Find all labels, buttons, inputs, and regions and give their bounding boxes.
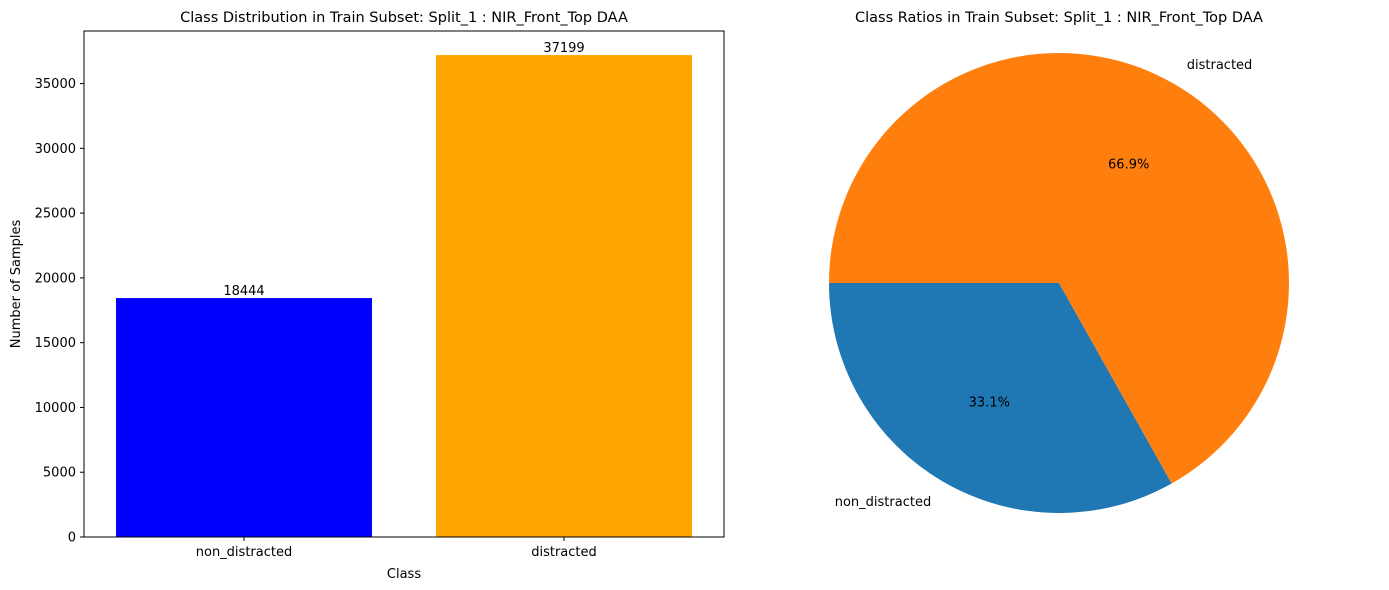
pie-labels: non_distracted 33.1% distracted 66.9% (835, 58, 1253, 510)
bar-non_distracted (116, 298, 372, 537)
pie-slice-label: non_distracted (835, 495, 931, 510)
plot-frame (83, 30, 725, 538)
bar-marks (116, 55, 692, 537)
bar-data-label: 18444 (223, 284, 264, 299)
x-axis-ticks: non_distracted distracted (196, 537, 597, 560)
y-tick-label: 25000 (35, 207, 76, 222)
bar-distracted (436, 55, 692, 537)
y-tick-label: 30000 (35, 142, 76, 157)
y-tick-label: 20000 (35, 271, 76, 286)
x-tick-label: distracted (531, 545, 597, 560)
pie-slice-label: distracted (1187, 58, 1253, 73)
y-tick-label: 0 (68, 531, 76, 546)
pie-slices (829, 52, 1289, 513)
bar-data-label: 37199 (543, 41, 584, 56)
pie-slice-non_distracted (829, 283, 1172, 513)
pie-chart-title: Class Ratios in Train Subset: Split_1 : … (855, 10, 1263, 26)
y-axis-ticks: 0 5000 10000 15000 20000 25000 30000 35000 (35, 77, 84, 546)
pie-chart: Class Ratios in Train Subset: Split_1 : … (829, 10, 1289, 513)
pie-percent-label: 66.9% (1108, 157, 1149, 172)
x-axis-label: Class (387, 567, 421, 582)
y-tick-label: 15000 (35, 336, 76, 351)
y-tick-label: 10000 (35, 401, 76, 416)
y-axis-label: Number of Samples (9, 220, 24, 349)
y-tick-label: 5000 (43, 466, 76, 481)
pie-percent-label: 33.1% (969, 396, 1010, 411)
y-tick-label: 35000 (35, 77, 76, 92)
bar-chart-title: Class Distribution in Train Subset: Spli… (180, 10, 628, 26)
pie-slice-distracted (829, 52, 1289, 484)
x-tick-label: non_distracted (196, 545, 292, 560)
bar-data-labels: 18444 37199 (223, 41, 584, 299)
bar-chart: Class Distribution in Train Subset: Spli… (9, 10, 725, 582)
